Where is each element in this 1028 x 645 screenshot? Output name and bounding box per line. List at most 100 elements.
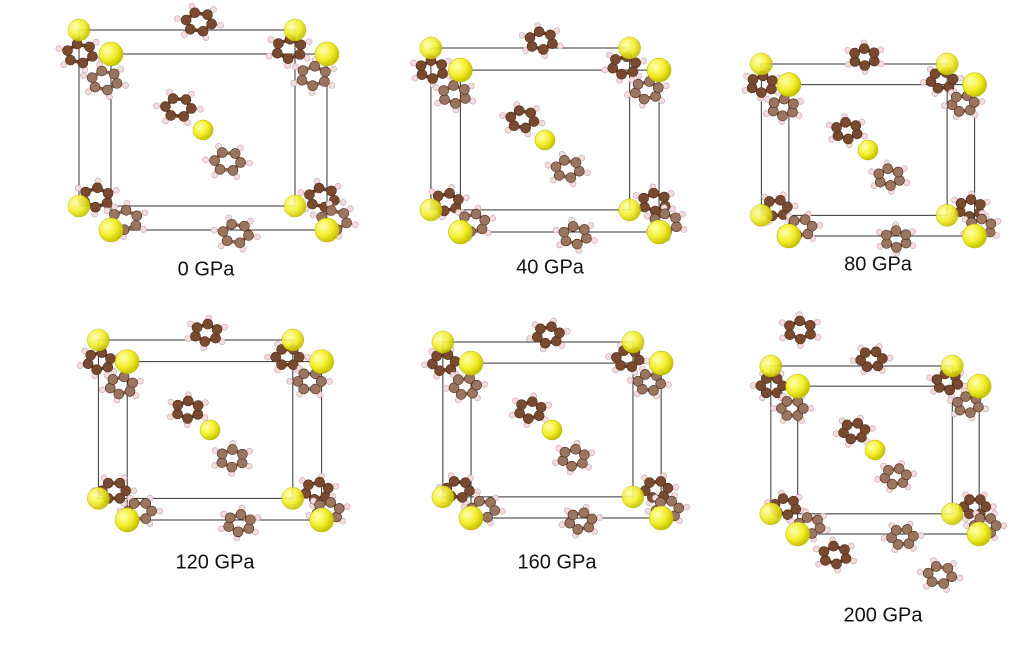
carbon-atom: [561, 236, 571, 246]
carbon-atom: [639, 202, 649, 212]
sulfur-atom: [936, 204, 958, 226]
structure-panel: 200 GPa: [750, 312, 1007, 627]
sulfur-atom: [542, 420, 562, 440]
hydrogen-atom: [519, 32, 525, 38]
carbon-atom: [525, 33, 535, 43]
sulfur-atom: [865, 440, 885, 460]
carbon-atom: [785, 330, 795, 340]
carbon-atom: [296, 40, 306, 50]
carbon-atom: [819, 546, 829, 556]
carbon-atom: [806, 329, 816, 339]
carbon-atom: [453, 375, 463, 385]
carbon-atom: [991, 521, 1001, 531]
carbon-atom: [840, 117, 850, 127]
panel-label: 200 GPa: [844, 604, 924, 626]
carbon-atom: [986, 219, 996, 229]
carbon-atom: [222, 236, 232, 246]
carbon-atom: [956, 198, 966, 208]
hydrogen-atom: [268, 37, 274, 43]
carbon-atom: [788, 99, 798, 109]
carbon-atom: [323, 483, 333, 493]
carbon-atom: [860, 348, 870, 358]
carbon-atom: [316, 376, 326, 386]
carbon-atom: [334, 503, 344, 513]
carbon-atom: [326, 205, 336, 215]
panel-label: 160 GPa: [518, 551, 598, 573]
hydrogen-atom: [137, 378, 143, 384]
carbon-atom: [534, 27, 544, 37]
carbon-atom: [931, 561, 941, 571]
hydrogen-atom: [306, 39, 312, 45]
hydrogen-atom: [222, 324, 228, 330]
carbon-atom: [103, 478, 113, 488]
carbon-atom: [851, 121, 861, 131]
carbon-atom: [579, 450, 589, 460]
carbon-atom: [663, 483, 673, 493]
hydrogen-atom: [602, 67, 608, 73]
carbon-atom: [860, 61, 870, 71]
hydrogen-atom: [197, 106, 203, 112]
carbon-atom: [217, 449, 227, 459]
carbon-atom: [449, 81, 459, 91]
carbon-atom: [129, 498, 139, 508]
hydrogen-atom: [490, 215, 496, 221]
panel-label: 40 GPa: [516, 256, 585, 278]
carbon-atom: [820, 555, 830, 565]
hydrogen-atom: [792, 203, 798, 209]
hydrogen-atom: [911, 471, 917, 477]
hydrogen-atom: [422, 362, 428, 368]
carbon-atom: [78, 58, 88, 68]
hydrogen-atom: [304, 55, 310, 61]
carbon-atom: [923, 568, 933, 578]
carbon-atom: [203, 319, 213, 329]
carbon-atom: [659, 192, 669, 202]
carbon-atom: [459, 84, 469, 94]
carbon-atom: [523, 414, 533, 424]
hydrogen-atom: [545, 162, 551, 168]
hydrogen-atom: [684, 504, 690, 510]
carbon-atom: [183, 414, 193, 424]
hydrogen-atom: [750, 383, 756, 389]
hydrogen-atom: [482, 381, 488, 387]
carbon-atom: [235, 238, 245, 248]
hydrogen-atom: [185, 336, 191, 342]
carbon-atom: [315, 477, 325, 487]
carbon-atom: [881, 230, 891, 240]
carbon-atom: [645, 478, 655, 488]
carbon-atom: [183, 396, 193, 406]
carbon-atom: [674, 503, 684, 513]
carbon-atom: [97, 66, 107, 76]
structure-panel: 80 GPa: [742, 40, 1001, 275]
carbon-atom: [829, 541, 839, 551]
sulfur-atom: [420, 37, 442, 59]
carbon-atom: [802, 513, 812, 523]
hydrogen-atom: [56, 46, 62, 52]
hydrogen-atom: [941, 103, 947, 109]
panel-label: 80 GPa: [844, 253, 913, 275]
hydrogen-atom: [817, 222, 823, 228]
carbon-atom: [299, 369, 309, 379]
hydrogen-atom: [591, 237, 597, 243]
sulfur-atom: [200, 420, 220, 440]
carbon-atom: [273, 38, 283, 48]
carbon-atom: [239, 221, 249, 231]
carbon-atom: [86, 350, 96, 360]
carbon-atom: [102, 85, 112, 95]
carbon-atom: [450, 356, 460, 366]
hydrogen-atom: [850, 358, 856, 364]
carbon-atom: [65, 55, 75, 65]
carbon-atom: [975, 199, 985, 209]
carbon-atom: [778, 494, 788, 504]
carbon-atom: [579, 224, 589, 234]
carbon-atom: [244, 523, 254, 533]
carbon-atom: [342, 218, 352, 228]
hydrogen-atom: [815, 334, 821, 340]
carbon-atom: [102, 198, 112, 208]
carbon-atom: [92, 183, 102, 193]
structure-panel: 0 GPa: [56, 3, 358, 280]
carbon-atom: [649, 188, 659, 198]
hydrogen-atom: [589, 450, 595, 456]
carbon-atom: [166, 110, 176, 120]
hydrogen-atom: [304, 354, 310, 360]
carbon-atom: [860, 424, 870, 434]
